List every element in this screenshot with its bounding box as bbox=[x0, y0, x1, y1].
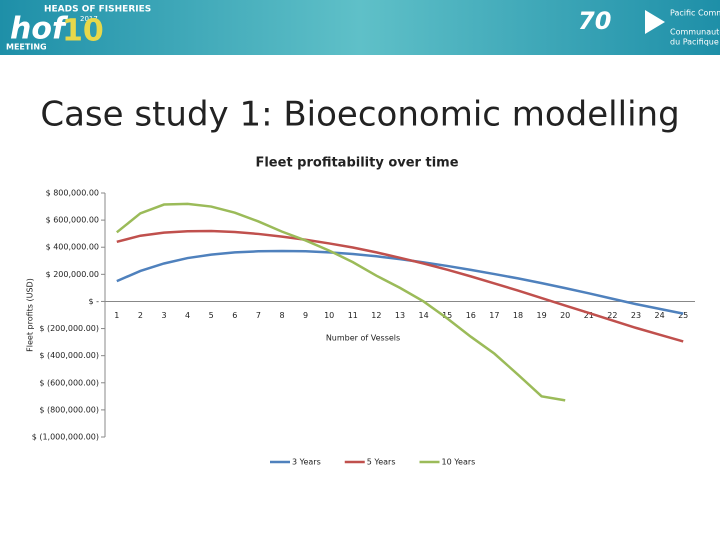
x-tick-label: 2 bbox=[138, 311, 143, 320]
event-line2: MEETING bbox=[6, 43, 47, 52]
org-en: Pacific Community bbox=[670, 9, 720, 18]
y-tick-label: $ (600,000.00) bbox=[39, 378, 99, 387]
y-tick-label: $ 400,000.00 bbox=[46, 243, 99, 252]
x-tick-label: 20 bbox=[560, 311, 570, 320]
y-tick-label: $ 800,000.00 bbox=[46, 189, 99, 198]
slide-title: Case study 1: Bioeconomic modelling bbox=[40, 95, 679, 135]
y-tick-label: $ (1,000,000.00) bbox=[32, 433, 99, 442]
event-line1: HEADS OF FISHERIES bbox=[44, 5, 151, 15]
x-tick-label: 14 bbox=[419, 311, 429, 320]
y-tick-label: $ 200,000.00 bbox=[46, 270, 99, 279]
x-tick-label: 16 bbox=[466, 311, 476, 320]
x-tick-label: 4 bbox=[185, 311, 190, 320]
chart-title: Fleet profitability over time bbox=[255, 156, 458, 171]
y-axis-label: Fleet profits (USD) bbox=[26, 278, 35, 352]
x-tick-label: 11 bbox=[348, 311, 358, 320]
series-line bbox=[116, 249, 684, 315]
x-tick-label: 21 bbox=[584, 311, 594, 320]
y-tick-label: $ (800,000.00) bbox=[39, 405, 99, 414]
x-tick-label: 12 bbox=[371, 311, 381, 320]
event-year: 2017 bbox=[80, 15, 98, 23]
x-tick-label: 13 bbox=[395, 311, 405, 320]
logo-left: hof bbox=[10, 12, 69, 47]
x-tick-label: 3 bbox=[161, 311, 166, 320]
x-tick-label: 24 bbox=[655, 311, 665, 320]
legend-label: 3 Years bbox=[292, 458, 321, 467]
series-line bbox=[116, 202, 566, 402]
y-tick-label: $ - bbox=[88, 297, 99, 306]
x-tick-label: 25 bbox=[678, 311, 688, 320]
y-tick-label: $ 600,000.00 bbox=[46, 216, 99, 225]
y-tick-label: $ (400,000.00) bbox=[39, 351, 99, 360]
org-fr: Communauté bbox=[670, 27, 720, 37]
header-band bbox=[0, 0, 720, 55]
anniversary: 70 bbox=[578, 7, 611, 35]
x-axis-label: Number of Vessels bbox=[326, 334, 400, 343]
legend-label: 5 Years bbox=[367, 458, 396, 467]
x-tick-label: 22 bbox=[607, 311, 617, 320]
x-tick-label: 15 bbox=[442, 311, 452, 320]
logo-right: 10 bbox=[62, 14, 104, 49]
x-tick-label: 10 bbox=[324, 311, 334, 320]
x-tick-label: 5 bbox=[209, 311, 214, 320]
x-tick-label: 7 bbox=[256, 311, 261, 320]
x-tick-label: 18 bbox=[513, 311, 523, 320]
x-tick-label: 1 bbox=[114, 311, 119, 320]
x-tick-label: 9 bbox=[303, 311, 308, 320]
org-fr: du Pacifique bbox=[670, 38, 719, 47]
y-tick-label: $ (200,000.00) bbox=[39, 324, 99, 333]
series-line bbox=[116, 229, 684, 343]
x-tick-label: 17 bbox=[489, 311, 499, 320]
x-tick-label: 8 bbox=[279, 311, 284, 320]
x-tick-label: 6 bbox=[232, 311, 237, 320]
x-tick-label: 23 bbox=[631, 311, 641, 320]
x-tick-label: 19 bbox=[537, 311, 547, 320]
legend-label: 10 Years bbox=[442, 458, 476, 467]
org-logo bbox=[645, 10, 665, 34]
